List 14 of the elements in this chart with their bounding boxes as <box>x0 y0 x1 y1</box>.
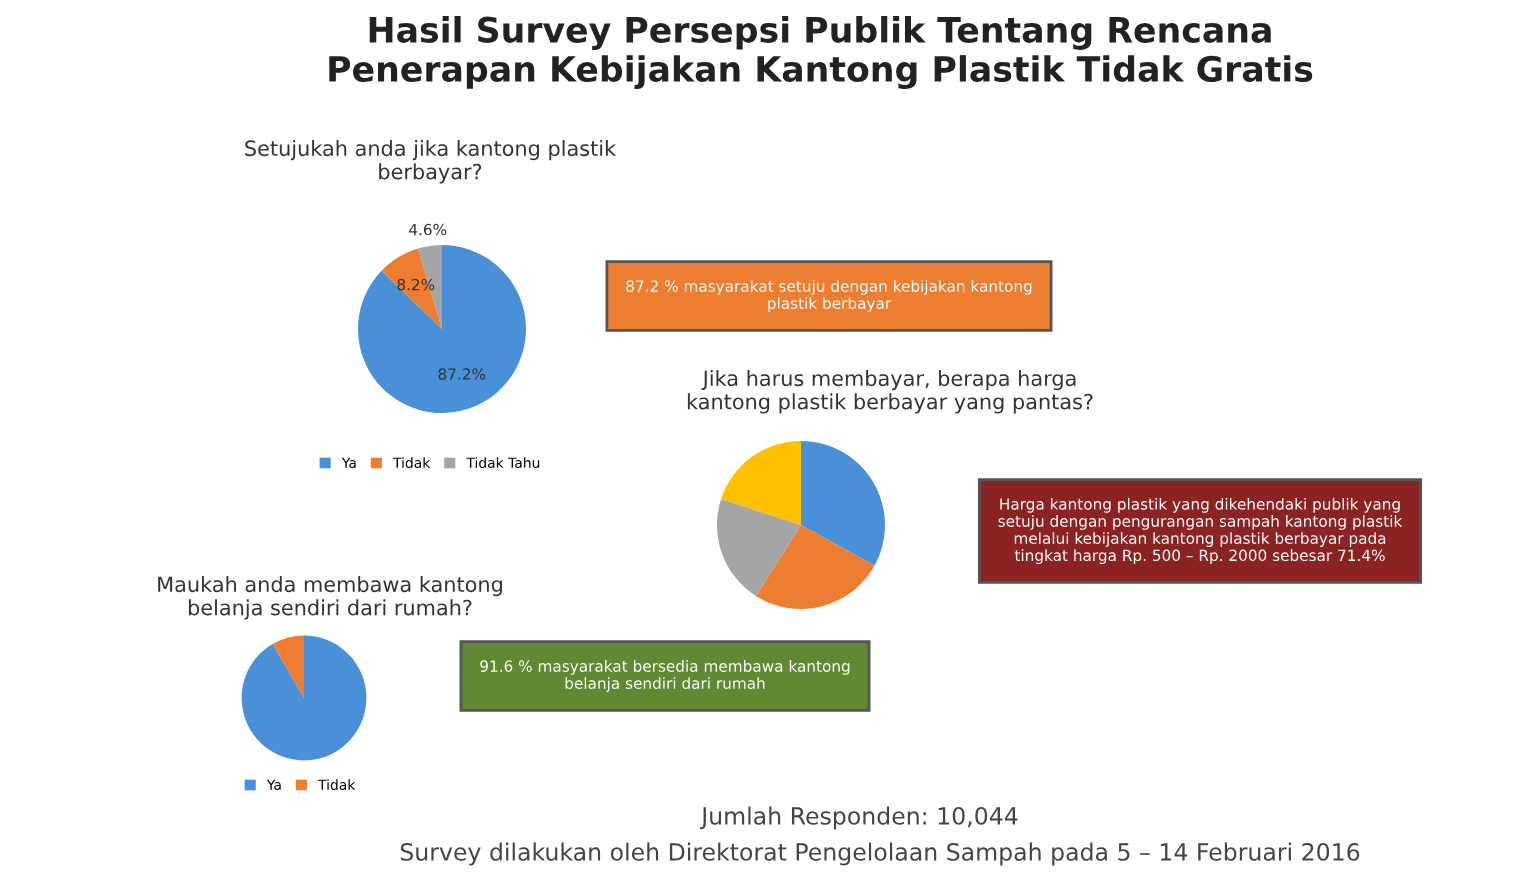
chart-title: Setujukah anda jika kantong plastik berbayar? <box>245 140 617 184</box>
text: Survey dilakukan oleh Direktorat Pengelolaan Sampah pada 5 – 14 Februari 2016 <box>400 842 1360 866</box>
pie-slice <box>241 635 367 761</box>
pie-slice <box>801 441 885 566</box>
pie-slice <box>358 245 526 413</box>
text: Jumlah Responden: 10,044 <box>700 806 1018 830</box>
pie-slice <box>717 499 801 596</box>
pie-slice <box>272 635 304 698</box>
text: Hasil Survey Persepsi Publik Tentang Rencana Penerapan Kebijakan Kantong Plastik Tidak Gratis <box>329 16 1313 90</box>
pie-slice <box>381 248 442 329</box>
chart-title: Jika harus membayar, berapa harga kantong plastik berbayar yang pantas? <box>687 370 1093 414</box>
pie-slice <box>721 441 801 525</box>
pie-slice <box>755 525 875 609</box>
chart-title: Maukah anda membawa kantong belanja sendiri dari rumah? <box>158 576 502 620</box>
